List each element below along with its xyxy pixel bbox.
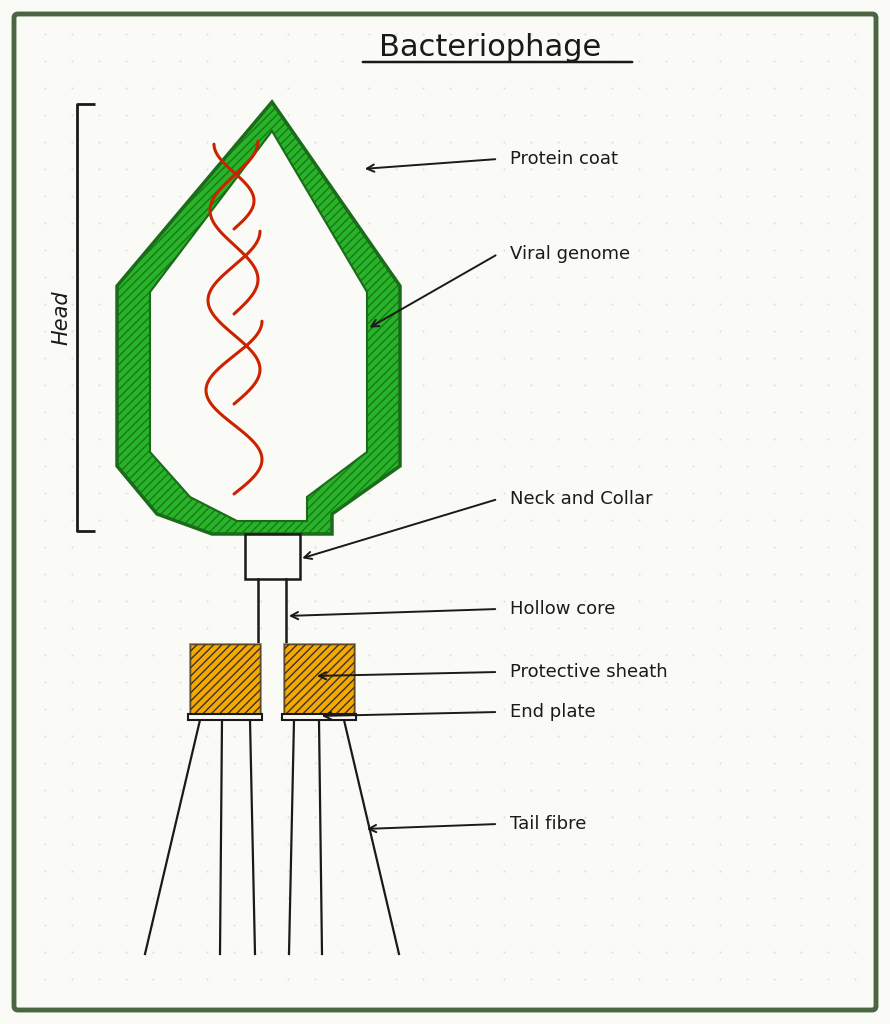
Bar — [188, 714, 262, 720]
Bar — [190, 644, 260, 714]
Text: Neck and Collar: Neck and Collar — [510, 490, 652, 508]
Text: End plate: End plate — [510, 703, 595, 721]
Bar — [282, 714, 356, 720]
Polygon shape — [117, 102, 400, 534]
Text: Head: Head — [51, 290, 71, 345]
Text: Protective sheath: Protective sheath — [510, 663, 668, 681]
Bar — [284, 644, 354, 714]
Text: Protein coat: Protein coat — [510, 150, 618, 168]
Text: Viral genome: Viral genome — [510, 245, 630, 263]
Bar — [190, 644, 260, 714]
FancyBboxPatch shape — [14, 14, 876, 1010]
Bar — [284, 644, 354, 714]
Bar — [245, 534, 300, 579]
Polygon shape — [150, 131, 367, 521]
Text: Tail fibre: Tail fibre — [510, 815, 587, 833]
Text: Bacteriophage: Bacteriophage — [379, 34, 601, 62]
Text: Hollow core: Hollow core — [510, 600, 615, 618]
